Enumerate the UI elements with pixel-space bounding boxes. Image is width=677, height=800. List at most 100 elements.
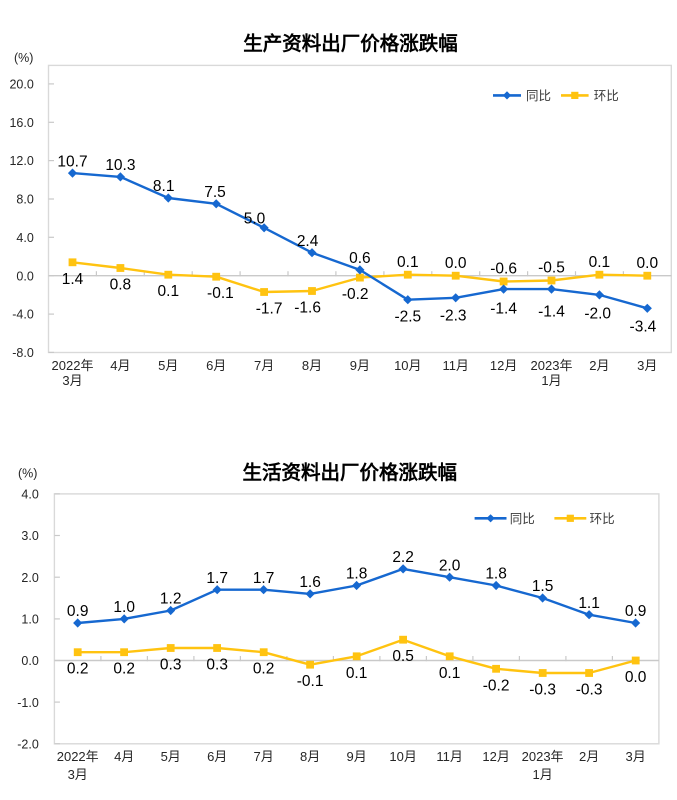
svg-text:5月: 5月 [158, 358, 178, 373]
svg-text:0.0: 0.0 [637, 255, 659, 272]
svg-text:1.0: 1.0 [21, 613, 38, 627]
svg-text:(%): (%) [18, 466, 37, 480]
svg-text:6月: 6月 [207, 749, 227, 764]
svg-text:2月: 2月 [589, 358, 609, 373]
svg-text:0.6: 0.6 [349, 250, 371, 267]
svg-text:-4.0: -4.0 [12, 308, 34, 322]
svg-text:0.9: 0.9 [67, 603, 89, 620]
svg-text:-0.1: -0.1 [207, 285, 234, 302]
svg-text:0.1: 0.1 [158, 283, 180, 300]
svg-text:2.0: 2.0 [439, 557, 461, 574]
svg-text:3.0: 3.0 [21, 529, 38, 543]
svg-text:0.2: 0.2 [67, 661, 89, 678]
svg-text:11月: 11月 [442, 358, 469, 373]
svg-text:3月: 3月 [625, 749, 645, 764]
svg-text:-3.4: -3.4 [630, 319, 657, 336]
svg-text:0.1: 0.1 [439, 665, 461, 682]
svg-text:-8.0: -8.0 [12, 346, 34, 360]
svg-text:2022年: 2022年 [57, 749, 99, 764]
svg-text:1.7: 1.7 [206, 570, 228, 587]
svg-text:生产资料出厂价格涨跌幅: 生产资料出厂价格涨跌幅 [243, 32, 458, 55]
svg-text:1.5: 1.5 [532, 578, 554, 595]
svg-text:1.2: 1.2 [160, 591, 182, 608]
svg-text:0.0: 0.0 [21, 654, 38, 668]
svg-text:7月: 7月 [253, 749, 273, 764]
svg-text:-0.6: -0.6 [490, 261, 517, 278]
svg-text:1.0: 1.0 [113, 599, 135, 616]
svg-text:10月: 10月 [394, 358, 421, 373]
svg-text:4.0: 4.0 [16, 231, 33, 245]
svg-text:-1.6: -1.6 [294, 300, 321, 317]
svg-text:0.1: 0.1 [589, 254, 611, 271]
svg-text:1.8: 1.8 [485, 566, 507, 583]
svg-text:2022年: 2022年 [52, 358, 94, 373]
svg-text:0.0: 0.0 [445, 255, 467, 272]
svg-text:8.0: 8.0 [16, 193, 33, 207]
svg-text:-0.2: -0.2 [483, 677, 510, 694]
svg-text:3月: 3月 [637, 358, 657, 373]
svg-text:1月: 1月 [532, 767, 552, 782]
svg-text:5月: 5月 [161, 749, 181, 764]
svg-text:3月: 3月 [62, 373, 82, 388]
svg-text:8月: 8月 [300, 749, 320, 764]
svg-text:10.7: 10.7 [57, 153, 87, 170]
svg-text:-0.3: -0.3 [576, 682, 603, 699]
svg-text:10.3: 10.3 [105, 157, 135, 174]
svg-text:环比: 环比 [594, 89, 619, 103]
svg-text:8.1: 8.1 [153, 178, 175, 195]
svg-text:0.5: 0.5 [392, 648, 414, 665]
svg-text:7.5: 7.5 [204, 184, 226, 201]
svg-text:8月: 8月 [302, 358, 322, 373]
svg-text:2023年: 2023年 [531, 358, 573, 373]
svg-text:-2.0: -2.0 [17, 737, 39, 751]
svg-text:0.3: 0.3 [206, 657, 228, 674]
svg-text:-0.3: -0.3 [529, 682, 556, 699]
svg-text:5.0: 5.0 [244, 211, 266, 228]
svg-text:2.4: 2.4 [297, 233, 319, 250]
svg-text:2.0: 2.0 [21, 571, 38, 585]
svg-text:0.0: 0.0 [16, 269, 33, 283]
svg-text:1月: 1月 [541, 373, 561, 388]
svg-text:1.8: 1.8 [346, 566, 368, 583]
svg-text:12月: 12月 [490, 358, 517, 373]
svg-text:16.0: 16.0 [9, 116, 33, 130]
svg-text:2023年: 2023年 [522, 749, 564, 764]
svg-text:0.8: 0.8 [110, 277, 132, 294]
svg-text:4月: 4月 [114, 749, 134, 764]
svg-text:11月: 11月 [436, 749, 463, 764]
svg-text:-2.5: -2.5 [394, 309, 421, 326]
svg-text:-1.7: -1.7 [256, 301, 283, 318]
svg-text:0.1: 0.1 [397, 254, 419, 271]
svg-text:0.2: 0.2 [113, 661, 135, 678]
svg-text:-2.0: -2.0 [584, 306, 611, 323]
svg-text:7月: 7月 [254, 358, 274, 373]
svg-text:12.0: 12.0 [9, 154, 33, 168]
svg-text:2月: 2月 [579, 749, 599, 764]
svg-text:同比: 同比 [526, 89, 551, 103]
svg-text:-0.5: -0.5 [538, 260, 565, 277]
svg-text:1.4: 1.4 [62, 271, 84, 288]
svg-text:0.0: 0.0 [625, 669, 647, 686]
svg-text:6月: 6月 [206, 358, 226, 373]
svg-text:-1.4: -1.4 [538, 303, 565, 320]
svg-text:0.9: 0.9 [625, 603, 647, 620]
svg-text:9月: 9月 [350, 358, 370, 373]
svg-text:3月: 3月 [68, 767, 88, 782]
svg-text:生活资料出厂价格涨跌幅: 生活资料出厂价格涨跌幅 [242, 461, 457, 484]
svg-text:9月: 9月 [346, 749, 366, 764]
svg-text:1.1: 1.1 [578, 595, 600, 612]
svg-text:0.2: 0.2 [253, 661, 275, 678]
svg-text:-1.4: -1.4 [490, 300, 517, 317]
svg-text:-2.3: -2.3 [440, 308, 467, 325]
svg-text:4月: 4月 [110, 358, 130, 373]
svg-text:0.1: 0.1 [346, 665, 368, 682]
svg-text:20.0: 20.0 [9, 78, 33, 92]
svg-text:1.7: 1.7 [253, 570, 275, 587]
svg-text:1.6: 1.6 [299, 574, 321, 591]
svg-text:4.0: 4.0 [21, 488, 38, 502]
svg-text:10月: 10月 [389, 749, 416, 764]
svg-text:-1.0: -1.0 [17, 696, 39, 710]
svg-text:同比: 同比 [510, 512, 535, 526]
svg-text:(%): (%) [14, 51, 33, 65]
svg-text:12月: 12月 [482, 749, 509, 764]
